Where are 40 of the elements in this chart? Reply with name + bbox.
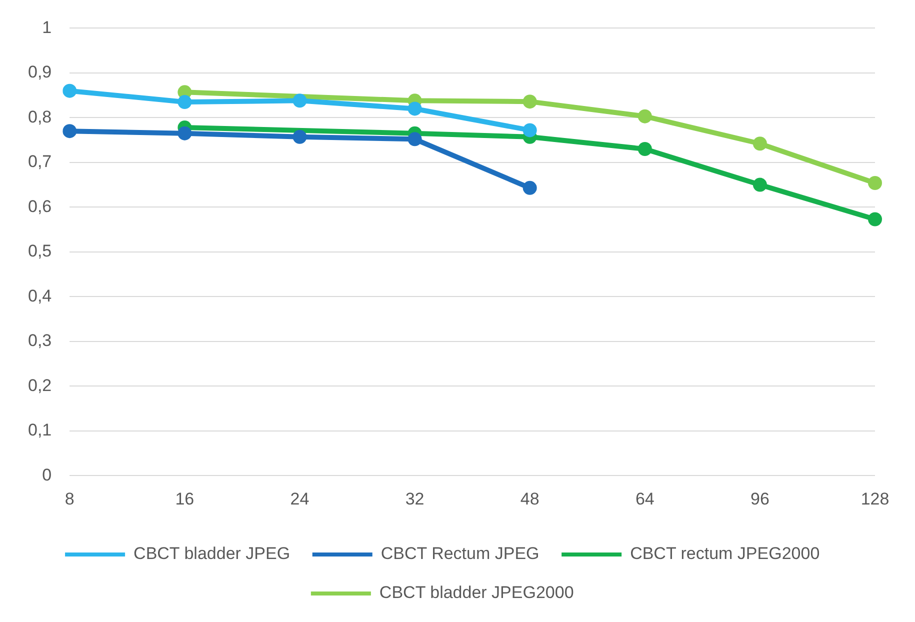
x-tick-label: 128 [860,489,890,508]
legend-label: CBCT rectum JPEG2000 [630,544,820,564]
y-tick-label: 0 [42,465,52,484]
y-tick-label: 0,5 [28,242,52,261]
x-tick-label: 8 [64,489,74,508]
point [868,212,882,226]
point [292,130,307,144]
y-tick-label: 0,3 [28,331,52,350]
legend-label: CBCT Rectum JPEG [380,544,540,564]
point [638,109,652,124]
point [522,123,537,138]
y-tick-label: 0,6 [28,196,52,216]
x-tick-label: 96 [750,489,770,508]
y-tick-label: 0,7 [28,152,52,172]
point [408,102,422,116]
point [62,84,77,98]
x-tick-label: 48 [520,489,540,508]
point [522,94,537,109]
y-tick-label: 0,9 [28,62,52,82]
point [178,95,192,110]
point [522,180,537,195]
y-tick-label: 1 [42,18,52,37]
x-tick-label: 32 [405,489,424,508]
point [752,178,767,192]
legend-label: CBCT bladder JPEG2000 [379,583,574,602]
x-tick-label: 16 [175,489,194,508]
x-tick-label: 64 [635,489,654,508]
point [868,176,882,190]
point [292,94,307,108]
x-tick-label: 24 [290,489,310,508]
y-tick-label: 0,1 [28,420,52,440]
point [638,142,652,156]
point [62,124,77,138]
y-tick-label: 0,4 [28,286,52,306]
point [752,136,767,151]
point [178,126,192,140]
y-tick-label: 0,2 [28,376,52,395]
point [408,132,422,146]
y-tick-label: 0,8 [28,107,52,126]
legend-label: CBCT bladder JPEG [134,544,290,564]
